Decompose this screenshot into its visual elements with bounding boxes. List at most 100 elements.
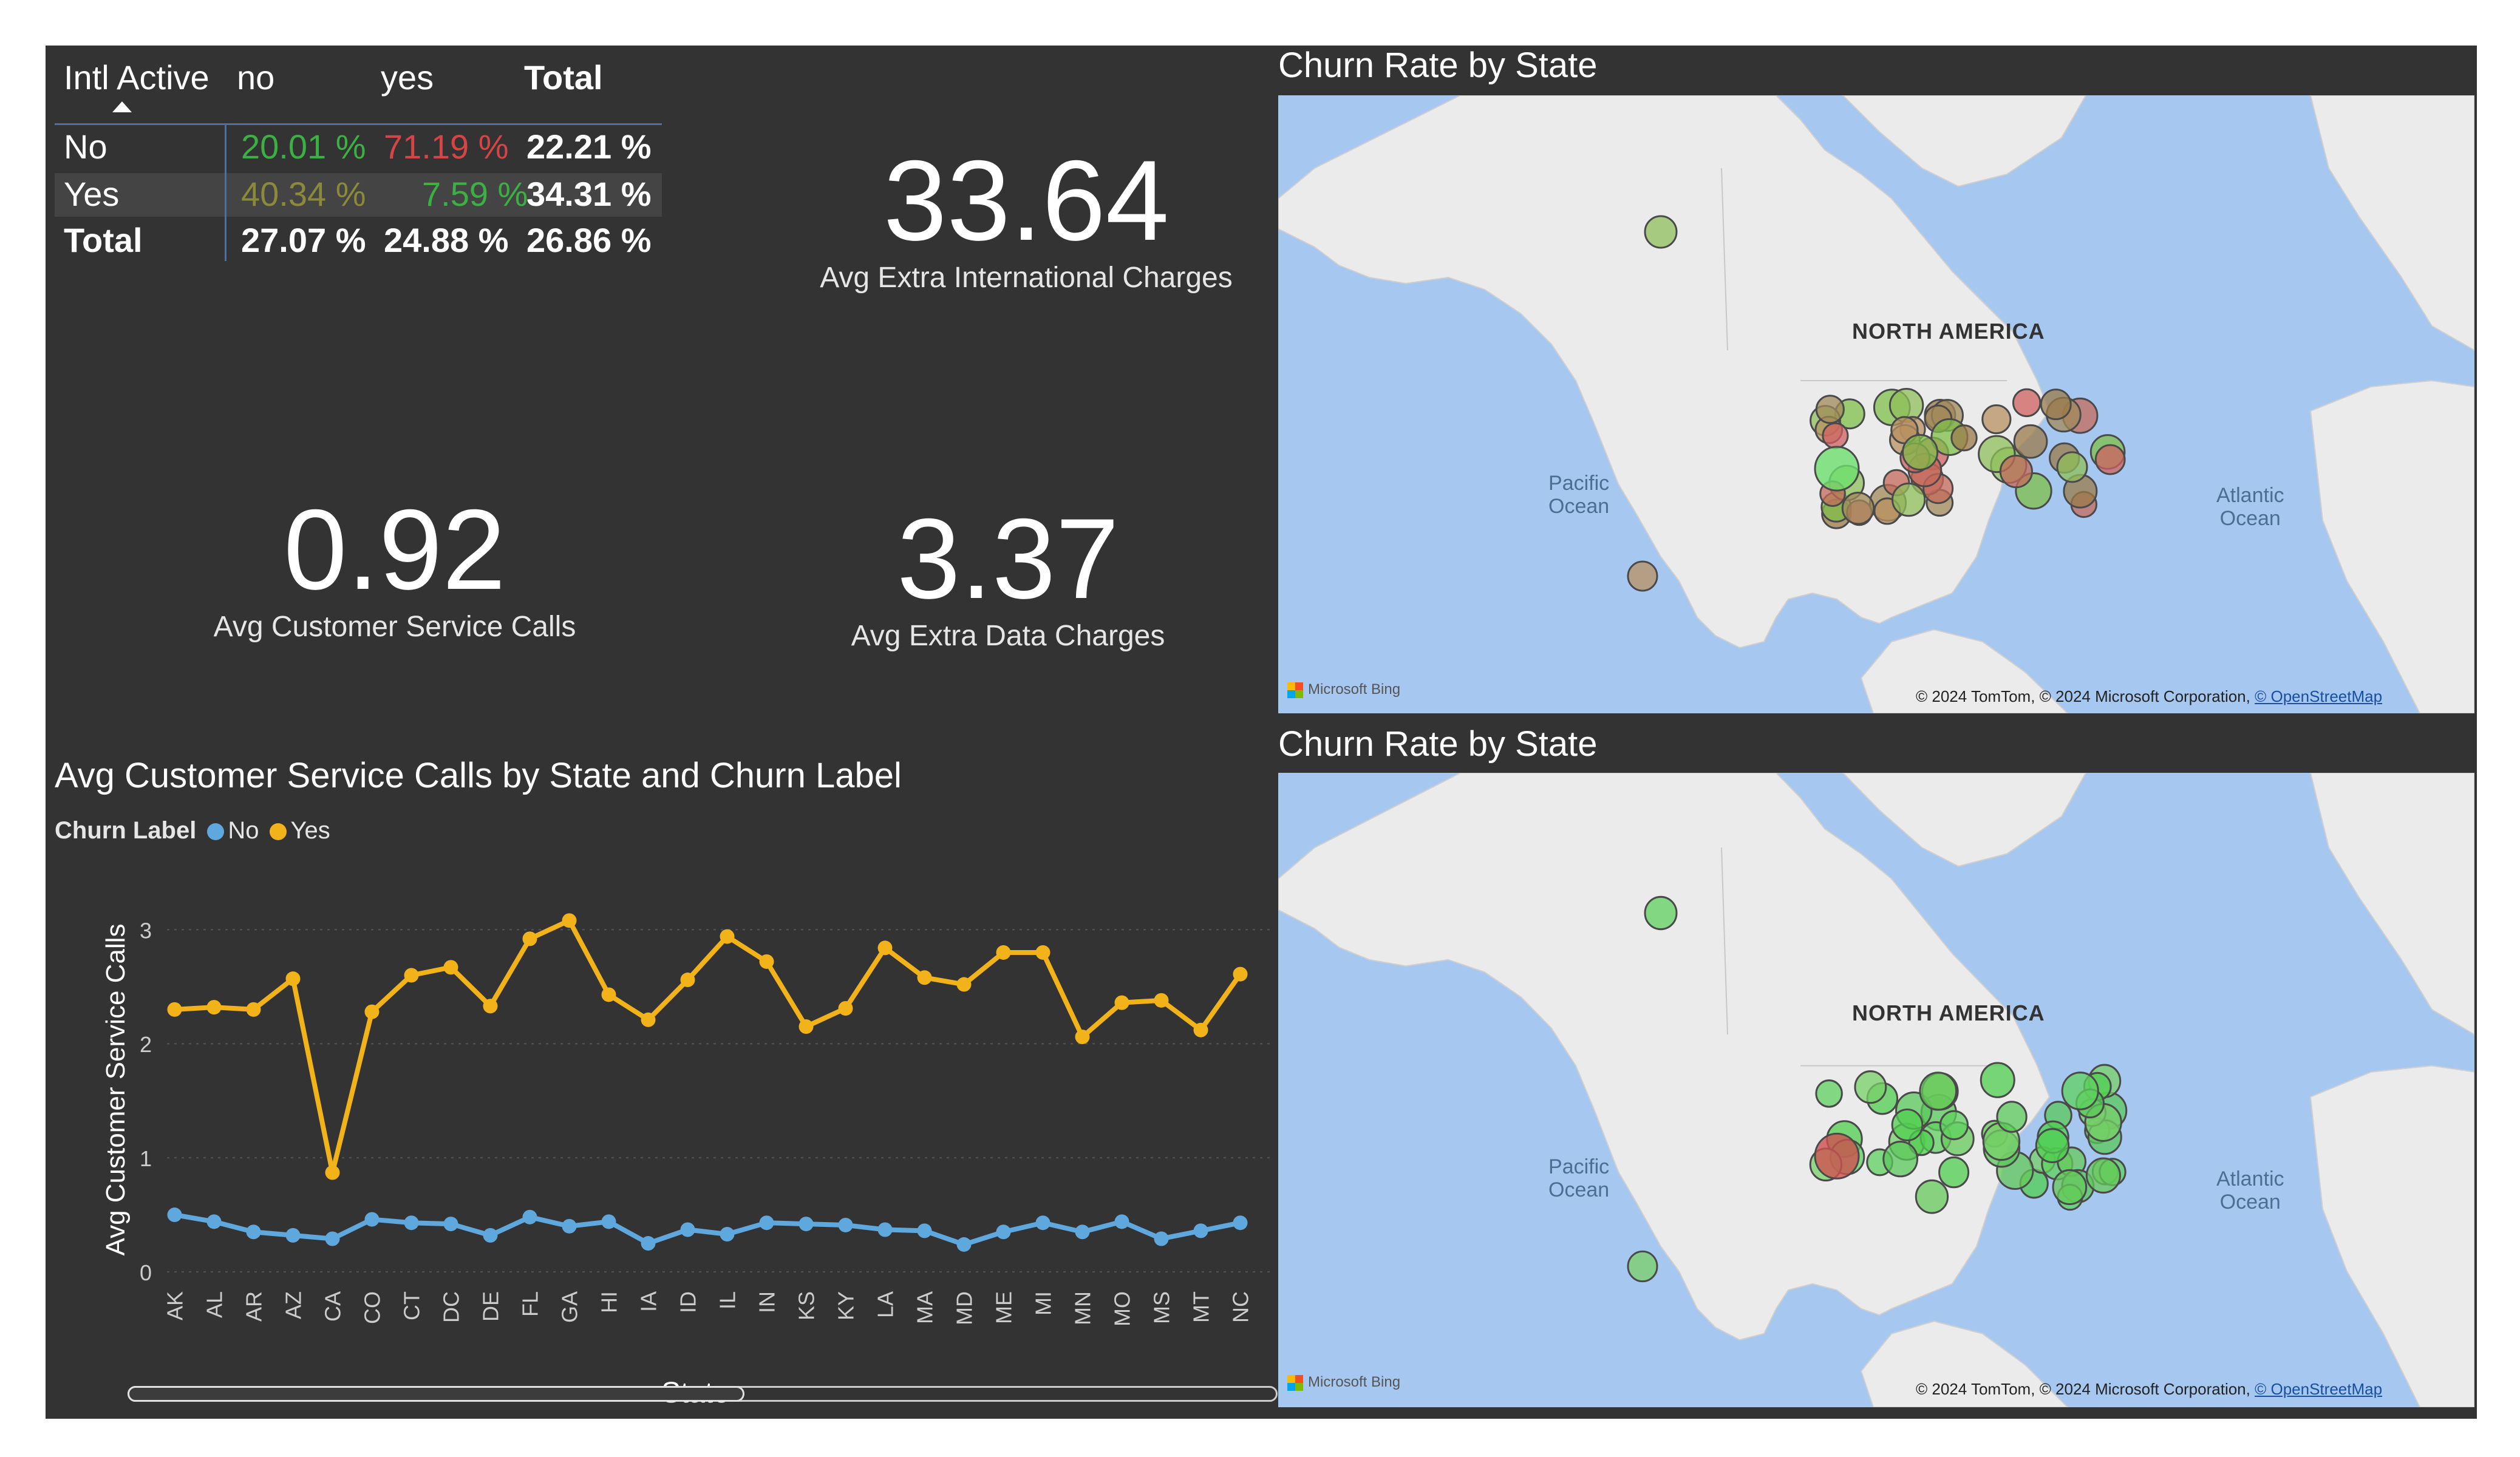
legend-yes-label[interactable]: Yes <box>290 817 330 844</box>
data-point <box>641 1012 656 1027</box>
kpi-card-service-calls: 0.92 Avg Customer Service Calls <box>82 489 707 644</box>
matrix-col-header-no[interactable]: no <box>237 58 275 97</box>
x-tick-label: IA <box>636 1291 661 1312</box>
state-bubble <box>1644 215 1678 249</box>
data-point <box>996 1224 1011 1240</box>
x-tick-label: CT <box>400 1291 424 1320</box>
y-tick-label: 2 <box>140 1032 152 1057</box>
data-point <box>1154 1231 1169 1246</box>
state-bubble <box>1891 1108 1924 1142</box>
matrix-cell: 20.01 % <box>241 127 366 166</box>
x-tick-label: IL <box>715 1291 740 1309</box>
data-point <box>364 1212 380 1227</box>
map-attribution: © 2024 TomTom, © 2024 Microsoft Corporat… <box>1916 1380 2382 1399</box>
state-bubble <box>2012 388 2042 418</box>
matrix-col-header-yes[interactable]: yes <box>381 58 434 97</box>
data-point <box>364 1004 380 1019</box>
data-point <box>799 1019 814 1034</box>
osm-link[interactable]: © OpenStreetMap <box>2255 1380 2383 1398</box>
data-point <box>483 999 498 1014</box>
data-point <box>956 977 972 992</box>
state-bubble <box>1938 1156 1970 1189</box>
kpi-label: Avg Extra International Charges <box>820 262 1233 294</box>
x-tick-label: CO <box>360 1291 385 1324</box>
data-point <box>1035 945 1051 960</box>
legend-no-label[interactable]: No <box>228 817 259 844</box>
data-point <box>601 987 616 1002</box>
data-point <box>720 1227 735 1241</box>
x-tick-label: MS <box>1149 1291 1174 1324</box>
bing-label: Microsoft Bing <box>1308 681 1401 698</box>
state-bubble <box>1939 1110 1969 1141</box>
ocean-label-pacific: Pacific Ocean <box>1548 472 1610 518</box>
state-bubble <box>1915 1179 1949 1214</box>
x-tick-label: AK <box>163 1291 188 1320</box>
data-point <box>443 1217 458 1232</box>
matrix-col-header-total[interactable]: Total <box>524 58 603 97</box>
state-bubble <box>1644 895 1678 931</box>
data-point <box>167 1002 182 1017</box>
map-bubble-layer <box>1627 895 2128 1283</box>
state-bubble <box>1891 482 1926 517</box>
churn-matrix: Intl Active no yes Total No 20.01 % 71.1… <box>46 46 665 288</box>
matrix-cell: 34.31 % <box>526 175 652 213</box>
border-line <box>1721 847 1728 1035</box>
north-america-shape <box>1278 773 2051 1341</box>
x-tick-label: DE <box>478 1291 503 1322</box>
series-line-yes <box>174 918 1242 1175</box>
x-tick-label: MO <box>1110 1291 1135 1326</box>
x-tick-label: ME <box>992 1291 1017 1324</box>
state-bubble <box>1999 454 2033 489</box>
state-bubble <box>1841 491 1875 525</box>
state-bubble <box>1981 404 2012 435</box>
x-tick-label: MD <box>952 1291 977 1325</box>
matrix-corner-header[interactable]: Intl Active <box>64 58 209 97</box>
map-land-layer <box>1278 773 2474 1407</box>
bing-logo: Microsoft Bing <box>1287 1374 1400 1391</box>
matrix-cell: 22.21 % <box>526 127 652 166</box>
data-point <box>996 945 1011 960</box>
data-point <box>325 1165 340 1180</box>
state-bubble <box>1996 1101 2028 1133</box>
ocean-label-atlantic: Atlantic Ocean <box>2216 484 2284 530</box>
chart-scrollbar-thumb[interactable] <box>128 1386 744 1402</box>
data-point <box>759 954 774 969</box>
line-chart[interactable]: 0 1 2 3 AK AL AR AZ CA CO CT DC DE FL GA HI IA ID IL IN KS KY… <box>46 859 1278 1418</box>
kpi-value: 3.37 <box>897 495 1119 622</box>
data-point <box>1075 1029 1090 1044</box>
x-tick-label: GA <box>557 1291 582 1323</box>
dashboard-canvas: Intl Active no yes Total No 20.01 % 71.1… <box>46 46 2477 1419</box>
matrix-row-highlight <box>55 173 662 217</box>
state-bubble <box>2094 444 2126 475</box>
data-point <box>759 1215 774 1231</box>
chart-title: Avg Customer Service Calls by State and … <box>55 756 902 795</box>
data-point <box>680 973 695 988</box>
south-america-shape <box>1860 1320 2069 1407</box>
kpi-label: Avg Extra Data Charges <box>851 620 1165 652</box>
map-title: Churn Rate by State <box>1278 46 1598 85</box>
churn-map-2[interactable]: NORTH AMERICA Pacific Ocean Atlantic Ocean… <box>1278 773 2474 1407</box>
state-bubble <box>1814 446 1860 492</box>
data-point <box>641 1236 656 1251</box>
bing-label: Microsoft Bing <box>1308 1374 1401 1390</box>
data-point <box>1114 995 1129 1010</box>
matrix-cell: 71.19 % <box>384 127 509 166</box>
x-tick-label: KS <box>794 1291 819 1320</box>
state-bubble <box>1901 433 1939 471</box>
map-title: Churn Rate by State <box>1278 724 1598 764</box>
south-america-shape <box>1860 628 2069 713</box>
microsoft-logo-icon <box>1287 1374 1303 1391</box>
data-point <box>1193 1022 1208 1038</box>
sort-ascending-icon[interactable] <box>112 101 132 112</box>
x-tick-label: AL <box>202 1291 227 1318</box>
data-point <box>404 1215 419 1231</box>
attribution-text: © 2024 TomTom, © 2024 Microsoft Corporat… <box>1916 1380 2250 1398</box>
osm-link[interactable]: © OpenStreetMap <box>2255 687 2383 705</box>
churn-map-1[interactable]: NORTH AMERICA Pacific Ocean Atlantic Ocean… <box>1278 95 2474 713</box>
kpi-card-intl-charges: 33.64 Avg Extra International Charges <box>707 140 1345 295</box>
data-point <box>206 1000 222 1015</box>
data-point <box>799 1217 814 1232</box>
data-point <box>877 1222 893 1237</box>
state-bubble <box>1854 1070 1887 1104</box>
state-bubble <box>1627 1250 1658 1283</box>
